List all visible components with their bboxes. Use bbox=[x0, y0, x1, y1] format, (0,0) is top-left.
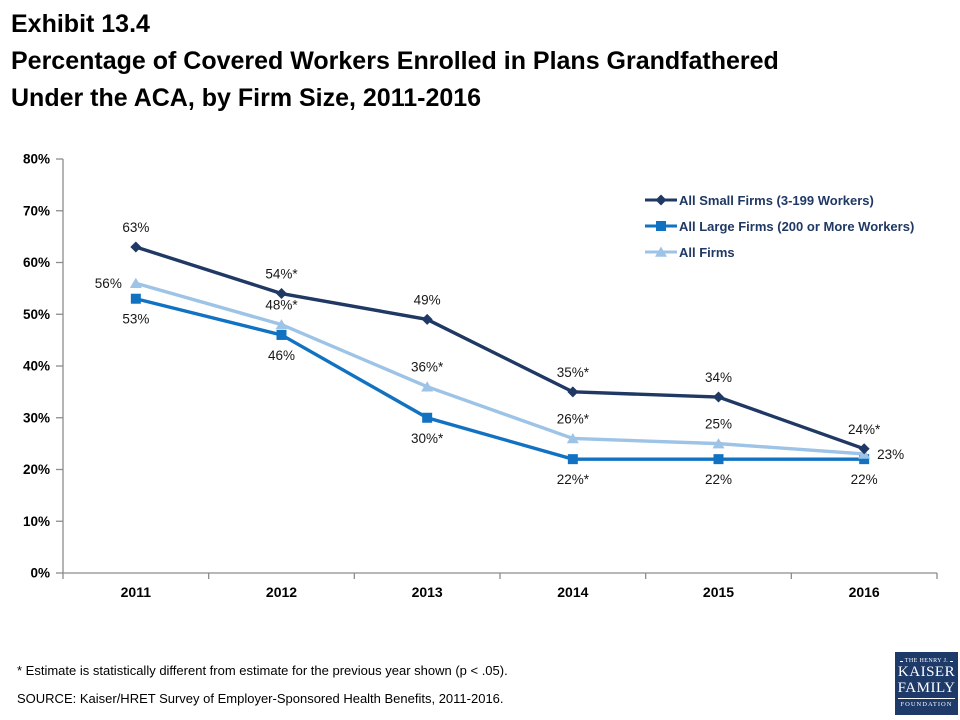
y-axis-tick-label: 20% bbox=[23, 462, 50, 477]
logo-rule-right bbox=[950, 660, 954, 662]
data-point-label: 56% bbox=[95, 276, 122, 291]
data-point-marker-diamond bbox=[713, 391, 724, 403]
series-all-large-firms-200-or-more-workers: 53% 46% 30%* 22%* 22% 22% bbox=[122, 293, 878, 487]
data-point-label: 63% bbox=[122, 220, 149, 235]
data-point-marker-diamond bbox=[130, 241, 142, 253]
legend-diamond-marker-icon bbox=[645, 194, 677, 206]
series-line bbox=[135, 245, 865, 451]
data-point-marker-square bbox=[713, 454, 724, 465]
data-point-label: 26%* bbox=[557, 411, 590, 426]
data-point-label: 53% bbox=[122, 312, 149, 327]
data-point-marker-triangle bbox=[275, 319, 288, 330]
legend-item: All Small Firms (3-199 Workers) bbox=[645, 187, 914, 213]
data-point-marker-diamond bbox=[567, 386, 579, 398]
data-point-marker-diamond bbox=[655, 194, 667, 206]
series-all-firms: 56% 48%* 36%* 26%* 25% 23% bbox=[95, 276, 904, 462]
chart-title-line-2: Under the ACA, by Firm Size, 2011-2016 bbox=[11, 84, 482, 112]
legend-square-marker-icon bbox=[645, 221, 677, 231]
y-axis-tick-label: 60% bbox=[23, 255, 50, 270]
data-point-marker-triangle bbox=[566, 432, 579, 444]
logo-top-row: THE HENRY J. bbox=[898, 658, 955, 664]
x-axis-tick-label: 2016 bbox=[849, 584, 880, 600]
data-point-label: 24%* bbox=[848, 422, 881, 437]
data-point-marker-square bbox=[567, 454, 578, 465]
data-point-label: 49% bbox=[414, 292, 441, 307]
legend-item-label: All Large Firms (200 or More Workers) bbox=[679, 218, 915, 234]
y-axis-tick-label: 70% bbox=[23, 203, 50, 218]
kaiser-family-foundation-logo: THE HENRY J. KAISER FAMILY FOUNDATION bbox=[895, 652, 958, 715]
legend-item-label: All Firms bbox=[679, 244, 735, 260]
data-point-label: 34% bbox=[705, 370, 732, 385]
logo-family: FAMILY bbox=[897, 680, 956, 696]
data-point-marker-square bbox=[130, 293, 141, 304]
data-point-marker-square bbox=[656, 221, 666, 231]
logo-henry-j: THE HENRY J. bbox=[904, 658, 949, 664]
data-point-marker-triangle bbox=[655, 246, 667, 257]
y-axis-tick-label: 0% bbox=[30, 566, 50, 581]
data-point-label: 30%* bbox=[411, 431, 444, 446]
y-axis-tick-label: 30% bbox=[23, 410, 50, 425]
data-point-label: 46% bbox=[268, 348, 295, 363]
data-point-label: 25% bbox=[705, 417, 732, 432]
x-axis-tick-label: 2015 bbox=[703, 584, 734, 600]
series-line bbox=[135, 281, 865, 456]
legend-triangle-marker-icon bbox=[645, 246, 677, 257]
data-point-label: 23% bbox=[877, 447, 904, 462]
data-point-marker-diamond bbox=[276, 288, 287, 300]
exhibit-number: Exhibit 13.4 bbox=[11, 10, 150, 38]
x-axis-tick-label: 2012 bbox=[266, 584, 297, 600]
logo-kaiser: KAISER bbox=[897, 664, 956, 680]
series-line bbox=[135, 297, 865, 461]
logo-rule-left bbox=[900, 660, 903, 662]
x-axis-tick-label: 2013 bbox=[412, 584, 443, 600]
data-point-label: 35%* bbox=[557, 365, 590, 380]
logo-foundation: FOUNDATION bbox=[898, 698, 955, 708]
data-point-marker-diamond bbox=[421, 313, 433, 325]
data-point-label: 48%* bbox=[265, 298, 298, 313]
series-all-small-firms-3-199-workers: 63% 54%* 49% 35%* 34% 24%* bbox=[122, 220, 881, 455]
legend-item-label: All Small Firms (3-199 Workers) bbox=[679, 192, 874, 208]
data-point-marker-diamond bbox=[858, 443, 870, 455]
data-point-marker-square bbox=[276, 329, 287, 340]
chart-title-block: Exhibit 13.4 Percentage of Covered Worke… bbox=[11, 6, 911, 117]
data-point-label: 22% bbox=[851, 472, 878, 487]
x-axis-tick-label: 2014 bbox=[557, 584, 588, 600]
y-axis-tick-label: 80% bbox=[23, 152, 50, 167]
data-point-label: 54%* bbox=[265, 267, 298, 282]
footnote-asterisk: * Estimate is statistically different fr… bbox=[17, 663, 508, 678]
legend-item: All Firms bbox=[645, 239, 914, 265]
x-axis-tick-label: 2011 bbox=[121, 584, 152, 600]
y-axis-tick-label: 40% bbox=[23, 359, 50, 374]
data-point-label: 22% bbox=[705, 472, 732, 487]
data-point-marker-triangle bbox=[712, 438, 725, 449]
data-point-label: 36%* bbox=[411, 360, 444, 375]
data-point-marker-square bbox=[422, 412, 433, 423]
y-axis-tick-label: 10% bbox=[23, 514, 50, 529]
chart-legend: All Small Firms (3-199 Workers) All Large… bbox=[645, 187, 914, 265]
footnotes: * Estimate is statistically different fr… bbox=[17, 660, 737, 716]
chart-title-line-1: Percentage of Covered Workers Enrolled i… bbox=[11, 47, 779, 75]
y-axis-tick-label: 50% bbox=[23, 307, 50, 322]
data-point-marker-triangle bbox=[129, 277, 142, 288]
footnote-source: SOURCE: Kaiser/HRET Survey of Employer-S… bbox=[17, 691, 504, 706]
legend-item: All Large Firms (200 or More Workers) bbox=[645, 213, 914, 239]
data-point-marker-square bbox=[859, 454, 870, 465]
data-point-label: 22%* bbox=[557, 472, 590, 487]
data-point-marker-triangle bbox=[421, 381, 434, 392]
